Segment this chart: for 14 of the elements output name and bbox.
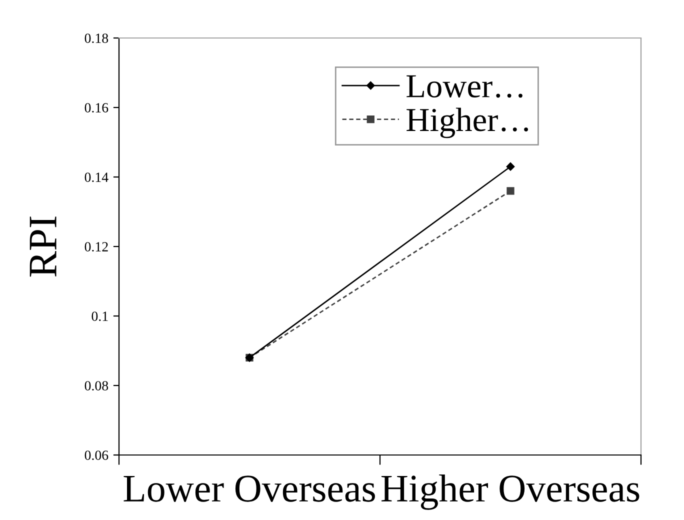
legend-label: Lower…	[406, 75, 522, 98]
y-tick-label: 0.12	[84, 242, 108, 252]
y-tick-label: 0.16	[84, 103, 108, 113]
y-tick-label: 0.1	[92, 312, 108, 322]
y-axis-title: RPI	[30, 216, 56, 277]
y-tick-label: 0.06	[84, 450, 108, 460]
x-tick-label: Lower Overseas	[124, 476, 375, 502]
y-tick-label: 0.18	[84, 34, 108, 44]
y-tick-label: 0.08	[84, 381, 108, 391]
legend-label: Higher…	[406, 108, 528, 138]
y-tick-label: 0.14	[84, 172, 108, 182]
point	[506, 162, 515, 171]
point	[506, 187, 514, 195]
x-tick-label: Higher Overseas	[381, 474, 640, 510]
